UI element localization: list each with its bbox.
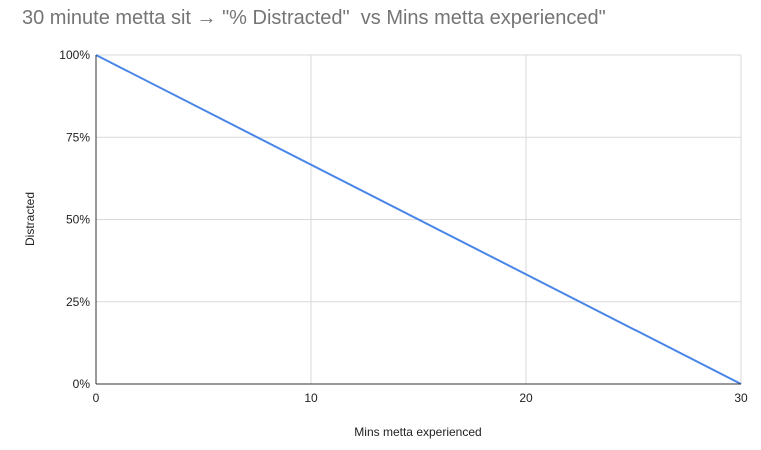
x-tick-label: 20	[519, 391, 533, 405]
y-tick-label: 50%	[66, 213, 90, 227]
series-line	[95, 54, 742, 385]
y-tick-label: 75%	[66, 130, 90, 144]
y-tick-label: 100%	[59, 48, 90, 62]
y-tick-label: 25%	[66, 295, 90, 309]
x-tick-label: 30	[734, 391, 748, 405]
y-tick-label: 0%	[73, 377, 91, 391]
chart-title: 30 minute metta sit → "% Distracted" vs …	[22, 7, 606, 29]
x-tick-label: 0	[93, 391, 100, 405]
x-tick-label: 10	[304, 391, 318, 405]
y-axis-label: Distracted	[23, 192, 37, 246]
x-axis-label: Mins metta experienced	[354, 425, 481, 439]
